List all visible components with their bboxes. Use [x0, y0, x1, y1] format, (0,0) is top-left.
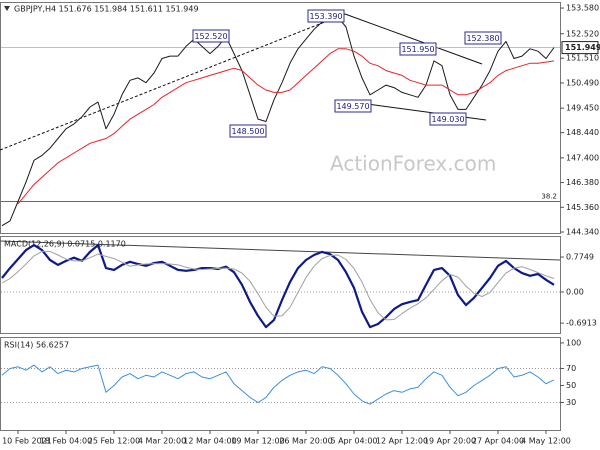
x-tick-label: 12 Apr 12:00 [376, 437, 428, 446]
price-panel [0, 2, 561, 234]
x-tick-label: 4 May 12:00 [521, 437, 571, 446]
y-tick-label: 150.490 [566, 78, 599, 87]
last-price-label: 151.949 [565, 43, 600, 52]
series-line [1, 364, 555, 405]
annotation-box [192, 29, 230, 43]
y-tick-label: 70 [566, 364, 576, 373]
series-line [17, 48, 555, 205]
series-line [1, 14, 555, 227]
trend-line [0, 13, 346, 151]
y-tick-label: 152.520 [566, 29, 599, 38]
header: GBPJPY,H4 151.676 151.984 151.611 151.94… [14, 5, 199, 14]
rsi-title: RSI(14) 56.6257 [4, 341, 69, 350]
macd-panel [0, 236, 561, 334]
annotation-label: 149.570 [336, 102, 369, 111]
y-tick-label: 30 [566, 398, 576, 407]
y-tick-label: 145.360 [566, 203, 599, 212]
trend-line [344, 13, 483, 65]
y-tick-label: 146.380 [566, 178, 599, 187]
annotation-label: 148.500 [231, 127, 264, 136]
x-tick-label: 27 Apr 04:00 [472, 437, 524, 446]
y-tick-label: -0.6913 [566, 319, 597, 328]
series-line [1, 250, 555, 321]
x-tick-label: 26 Mar 20:00 [279, 437, 332, 446]
x-tick-label: 12 Mar 04:00 [183, 437, 236, 446]
x-tick-label: 4 Mar 20:00 [138, 437, 186, 446]
annotation-label: 153.390 [309, 12, 342, 21]
x-tick-label: 19 Mar 12:00 [231, 437, 284, 446]
x-tick-label: 18 Feb 04:00 [40, 437, 92, 446]
y-tick-label: 0.00 [566, 287, 584, 296]
y-tick-label: 50 [566, 381, 576, 390]
x-tick-label: 10 Feb 2021 [2, 437, 52, 446]
annotation-box [307, 9, 345, 23]
y-tick-label: 144.340 [566, 228, 599, 237]
fib-label: 38.2 [541, 192, 557, 200]
series-line [1, 244, 555, 329]
y-tick-label: 0.7749 [566, 253, 594, 262]
x-tick-label: 25 Feb 12:00 [88, 437, 140, 446]
header-icon [4, 6, 10, 11]
y-tick-label: 100 [566, 338, 581, 347]
annotation-box [464, 31, 502, 45]
y-tick-label: 149.450 [566, 104, 599, 113]
annotation-box [229, 124, 267, 138]
y-tick-label: 153.580 [566, 4, 599, 13]
x-tick-label: 19 Apr 20:00 [424, 437, 476, 446]
annotation-label: 151.950 [401, 45, 434, 54]
annotation-label: 149.030 [431, 115, 464, 124]
watermark: ActionForex.com [330, 152, 496, 176]
annotation-box [429, 112, 467, 126]
annotation-box [334, 99, 372, 113]
macd-title: MACD(12,26,9) 0.0715 0.1170 [4, 240, 126, 249]
rsi-panel [0, 337, 561, 431]
last-price-box [561, 41, 599, 55]
annotation-label: 152.520 [194, 32, 227, 41]
annotation-label: 152.380 [466, 34, 499, 43]
y-tick-label: 148.440 [566, 128, 599, 137]
y-tick-label: 151.510 [566, 54, 599, 63]
y-tick-label: 147.400 [566, 153, 599, 162]
annotation-box [399, 42, 437, 56]
macd-trend-line [0, 240, 561, 261]
x-tick-label: 5 Apr 04:00 [330, 437, 377, 446]
